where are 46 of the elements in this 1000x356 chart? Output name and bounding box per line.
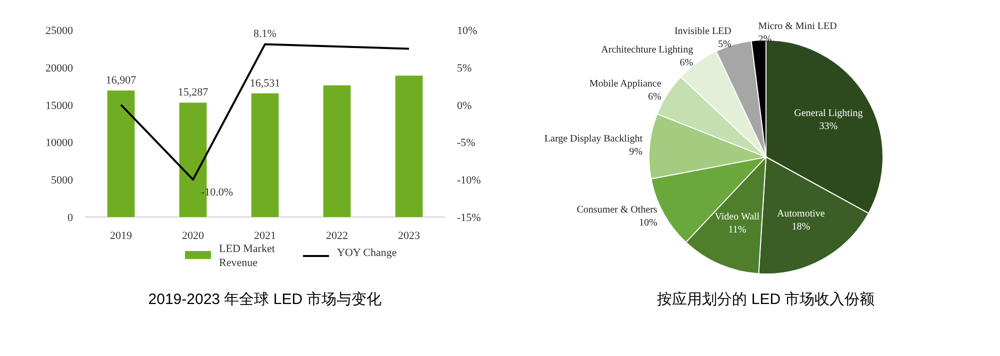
data-label: 9% — [629, 146, 643, 158]
slice-label: Mobile Appliance — [589, 78, 662, 90]
bar — [107, 90, 135, 217]
slice-label: Invisible LED — [674, 26, 732, 37]
bar — [395, 76, 423, 217]
y-tick-label: 5000 — [51, 174, 74, 187]
data-label: 10% — [638, 218, 658, 229]
slice-label: Micro & Mini LED — [758, 21, 837, 32]
y2-tick-label: 0% — [457, 100, 472, 112]
slice-label: Large Display Backlight — [544, 133, 643, 144]
y-tick-label: 15000 — [46, 100, 74, 112]
x-tick-label: 2023 — [398, 230, 420, 242]
data-label: 18% — [792, 222, 810, 233]
slice-label: Automotive — [777, 208, 826, 220]
data-label: 5% — [718, 38, 732, 50]
data-label: 6% — [680, 58, 694, 69]
data-label: 15,287 — [178, 86, 209, 99]
y2-tick-label: -10% — [457, 174, 481, 187]
y2-tick-label: -15% — [457, 212, 481, 224]
data-label: 16,907 — [106, 74, 137, 87]
data-label: 16,531 — [250, 77, 280, 90]
bar — [323, 85, 351, 217]
slice-label: Video Wall — [714, 212, 760, 223]
legend-label: YOY Change — [337, 247, 397, 259]
x-tick-label: 2021 — [254, 230, 276, 242]
data-label: 8.1% — [254, 28, 276, 40]
legend-label: LED Market Revenue — [219, 243, 275, 269]
y-tick-label: 0 — [68, 212, 74, 224]
x-tick-label: 2022 — [326, 230, 348, 242]
text: 2019-2023 年全球 LED 市场与变化 — [148, 291, 382, 308]
data-label: 33% — [819, 121, 838, 132]
x-tick-label: 2019 — [110, 230, 132, 242]
bar — [251, 93, 279, 217]
y2-tick-label: -5% — [457, 137, 476, 150]
y2-tick-label: 10% — [457, 25, 478, 37]
y-tick-label: 10000 — [46, 137, 74, 150]
data-label: 6% — [648, 92, 662, 103]
y2-tick-label: 5% — [457, 62, 472, 74]
y-tick-label: 20000 — [46, 62, 74, 74]
y-tick-label: 25000 — [46, 25, 74, 37]
slice-label: General Lighting — [794, 108, 863, 120]
data-label: 11% — [728, 224, 746, 236]
text: 按应用划分的 LED 市场收入份额 — [657, 291, 875, 308]
slice-label: Consumer & Others — [576, 204, 658, 216]
x-tick-label: 2020 — [182, 230, 204, 242]
slice-label: Architechture Lighting — [601, 44, 694, 56]
